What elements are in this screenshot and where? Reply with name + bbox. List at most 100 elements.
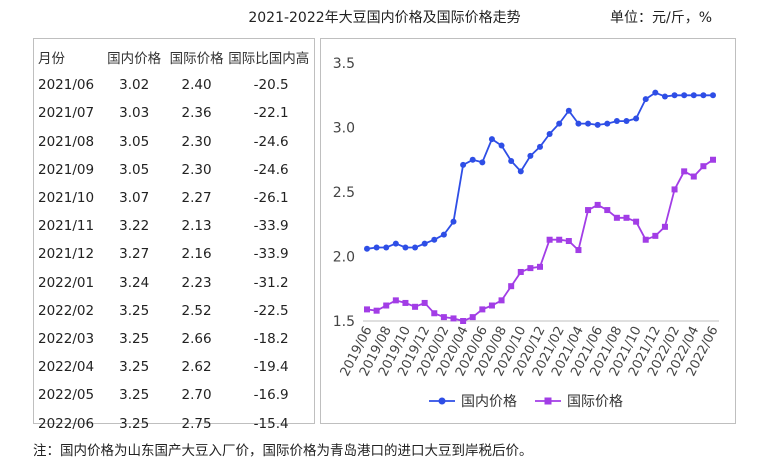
data-point: [594, 201, 601, 208]
header-month: 月份: [38, 51, 65, 68]
data-point: [421, 240, 428, 247]
data-point: [450, 315, 457, 322]
data-point: [517, 268, 524, 275]
header-diff: 国际比国内高: [228, 51, 310, 68]
cell-diff: -24.6: [253, 133, 289, 150]
legend-label-domestic: 国内价格: [461, 394, 517, 410]
table-row: 2022/06 3.25 2.75 -15.4: [34, 409, 314, 437]
cell-domestic-price: 3.02: [119, 77, 150, 94]
cell-month: 2022/02: [38, 302, 95, 319]
series-line-international: [366, 159, 714, 322]
data-point: [710, 92, 716, 99]
data-point: [450, 218, 457, 225]
cell-month: 2022/04: [38, 359, 95, 376]
price-table: 月份 国内价格 国际价格 国际比国内高 2021/06 3.02 2.40 -20.5…: [34, 43, 314, 438]
data-point: [469, 156, 476, 163]
data-point: [537, 263, 543, 270]
cell-diff: -33.9: [253, 246, 289, 263]
cell-month: 2022/03: [38, 330, 95, 347]
cell-diff: -22.5: [253, 302, 289, 319]
cell-domestic-price: 3.03: [119, 105, 150, 122]
y-tick-label: 3.5: [333, 56, 355, 72]
table-row: 2022/05 3.25 2.70 -16.9: [34, 381, 314, 409]
data-point: [556, 236, 563, 243]
data-point: [546, 130, 553, 137]
data-point: [392, 297, 399, 304]
cell-domestic-price: 3.25: [119, 387, 150, 404]
cell-diff: -26.1: [253, 190, 289, 207]
table-row: 2021/07 3.03 2.36 -22.1: [34, 99, 314, 127]
data-point: [498, 297, 505, 304]
cell-month: 2022/05: [38, 387, 95, 404]
table-row: 2022/01 3.24 2.23 -31.2: [34, 269, 314, 297]
cell-diff: -19.4: [253, 359, 289, 376]
cell-intl-price: 2.16: [181, 246, 212, 263]
cell-diff: -22.1: [253, 105, 289, 122]
data-point: [546, 236, 553, 243]
data-point: [364, 306, 370, 313]
data-point: [412, 303, 419, 310]
data-point: [671, 92, 678, 99]
cell-domestic-price: 3.27: [119, 246, 150, 263]
data-point: [623, 214, 630, 221]
y-tick-label: 1.5: [333, 314, 355, 330]
cell-domestic-price: 3.25: [119, 302, 150, 319]
price-trend-chart: 1.52.02.53.03.52019/062019/082019/102019…: [333, 56, 722, 410]
cell-month: 2021/08: [38, 133, 95, 150]
data-point: [460, 318, 467, 324]
cell-month: 2021/11: [38, 218, 95, 235]
data-point: [498, 142, 505, 149]
page-title: 2021-2022年大豆国内价格及国际价格走势: [248, 10, 521, 26]
data-point: [565, 238, 572, 245]
chart-panel: 1.5 2.0 2.5 3.0 3.5 2019/06 2019/08 2019/10 2019…: [320, 38, 736, 424]
data-point: [604, 120, 611, 127]
data-point: [594, 121, 601, 128]
data-point: [633, 218, 640, 225]
cell-intl-price: 2.52: [181, 302, 212, 319]
cell-intl-price: 2.13: [181, 218, 212, 235]
cell-intl-price: 2.27: [181, 190, 212, 207]
data-point: [412, 244, 419, 251]
data-point: [488, 136, 495, 143]
y-tick-label: 3.0: [333, 121, 355, 137]
table-row: 2021/11 3.22 2.13 -33.9: [34, 212, 314, 240]
table-row: 2021/12 3.27 2.16 -33.9: [34, 240, 314, 268]
legend-marker-domestic: [438, 397, 446, 405]
cell-domestic-price: 3.05: [119, 161, 150, 178]
data-point: [681, 168, 688, 175]
data-point: [633, 115, 640, 122]
series-line-domestic: [366, 91, 713, 250]
data-point: [469, 314, 476, 321]
data-point: [585, 207, 592, 214]
cell-domestic-price: 3.07: [119, 190, 150, 207]
data-point: [479, 306, 486, 313]
footnote: 注：国内价格为山东国产大豆入厂价，国际价格为青岛港口的进口大豆到岸税后价。: [33, 443, 533, 459]
cell-diff: -31.2: [253, 274, 289, 291]
data-point: [661, 93, 668, 100]
cell-intl-price: 2.36: [181, 105, 212, 122]
table-row: 2022/04 3.25 2.62 -19.4: [34, 353, 314, 381]
data-point: [527, 152, 534, 159]
data-point: [460, 161, 467, 168]
data-point: [642, 236, 649, 243]
cell-month: 2021/10: [38, 190, 95, 207]
data-point: [556, 120, 563, 127]
cell-domestic-price: 3.22: [119, 218, 150, 235]
y-tick-label: 2.5: [333, 185, 355, 201]
data-point: [613, 118, 620, 125]
data-point: [661, 223, 668, 230]
cell-diff: -18.2: [253, 330, 289, 347]
data-point: [440, 314, 447, 321]
cell-domestic-price: 3.25: [119, 359, 150, 376]
cell-month: 2022/06: [38, 415, 95, 432]
cell-intl-price: 2.66: [181, 330, 212, 347]
data-point: [373, 244, 380, 251]
data-point: [565, 107, 572, 114]
data-point: [421, 299, 428, 306]
cell-domestic-price: 3.25: [119, 330, 150, 347]
cell-month: 2022/01: [38, 274, 95, 291]
cell-month: 2021/07: [38, 105, 95, 122]
data-point: [364, 245, 370, 252]
cell-month: 2021/06: [38, 77, 95, 94]
cell-diff: -16.9: [253, 387, 289, 404]
